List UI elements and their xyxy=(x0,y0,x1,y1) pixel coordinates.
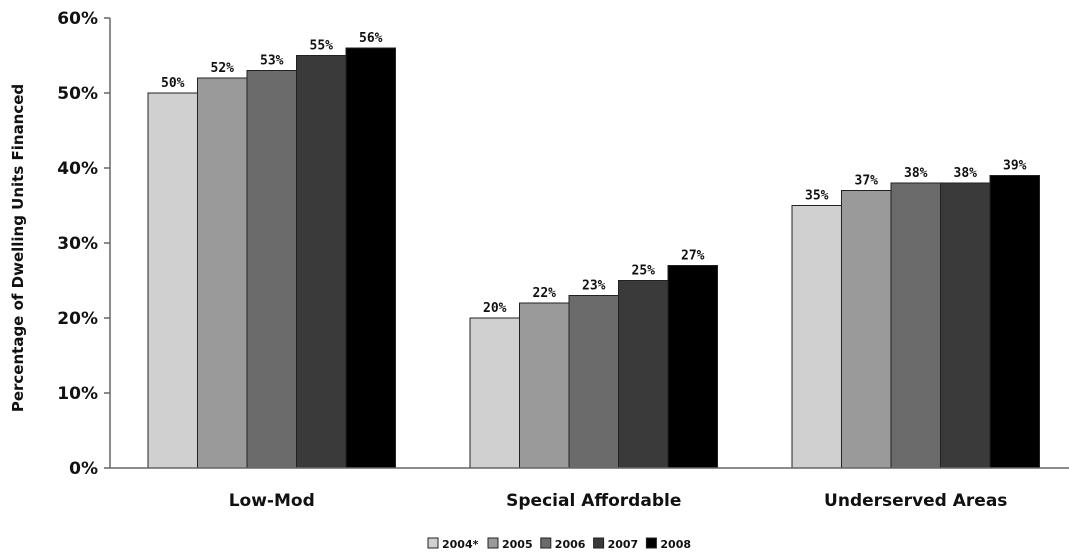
bar-2006-1 xyxy=(568,295,619,469)
legend-label: 2005 xyxy=(502,538,533,551)
data-labels: 50% 52% 53% 55% 56% 20% 22% 23% 25% 27% 35% 37% 38% 3… xyxy=(161,31,1027,316)
category-label: Special Affordable xyxy=(506,491,681,511)
bar-2004-2 xyxy=(791,205,842,469)
data-label: 38% xyxy=(904,166,928,181)
category-label: Underserved Areas xyxy=(824,491,1007,511)
y-tick-label: 10% xyxy=(57,384,98,404)
legend-label: 2006 xyxy=(555,538,586,551)
data-label: 22% xyxy=(533,286,557,301)
legend: 2004* 2005 2006 2007 2008 xyxy=(427,537,691,551)
bar-2008-2 xyxy=(989,175,1040,469)
data-label: 39% xyxy=(1003,159,1027,174)
bar-2008-0 xyxy=(345,47,396,469)
legend-swatch xyxy=(487,537,499,549)
data-label: 25% xyxy=(632,264,656,279)
bar-2007-0 xyxy=(296,55,347,469)
bar-2005-1 xyxy=(519,302,570,469)
data-label: 55% xyxy=(310,39,334,54)
legend-label: 2007 xyxy=(608,538,639,551)
y-axis: 0% 10% 20% 30% 40% 50% 60% xyxy=(57,9,110,479)
data-label: 27% xyxy=(681,249,705,264)
y-tick-label: 60% xyxy=(57,9,98,29)
data-label: 35% xyxy=(805,189,829,204)
y-axis-label: Percentage of Dwelling Units Financed xyxy=(9,84,27,412)
data-label: 23% xyxy=(582,279,606,294)
bar-2005-2 xyxy=(841,190,892,469)
bar-2007-2 xyxy=(940,182,991,469)
bar-2007-1 xyxy=(618,280,669,469)
bar-2006-2 xyxy=(890,182,941,469)
category-label: Low-Mod xyxy=(229,491,315,511)
y-tick-label: 30% xyxy=(57,234,98,254)
bar-2004-1 xyxy=(469,317,520,469)
data-label: 37% xyxy=(855,174,879,189)
data-label: 56% xyxy=(359,31,383,46)
x-axis: Low-Mod Special Affordable Underserved Are… xyxy=(229,491,1008,511)
legend-swatch xyxy=(540,537,552,549)
data-label: 53% xyxy=(260,54,284,69)
data-label: 20% xyxy=(483,301,507,316)
bar-2005-0 xyxy=(197,77,248,469)
y-tick-label: 40% xyxy=(57,159,98,179)
legend-label: 2004* xyxy=(442,538,479,551)
bar-2006-0 xyxy=(246,70,297,469)
bar-2004-0 xyxy=(147,92,198,469)
legend-swatch xyxy=(427,537,439,549)
legend-swatch xyxy=(593,537,605,549)
legend-swatch xyxy=(645,537,657,549)
y-tick-label: 0% xyxy=(69,459,98,479)
y-tick-label: 20% xyxy=(57,309,98,329)
data-label: 52% xyxy=(211,61,235,76)
data-label: 38% xyxy=(954,166,978,181)
bar-2008-1 xyxy=(667,265,718,469)
data-label: 50% xyxy=(161,76,185,91)
legend-label: 2008 xyxy=(660,538,691,551)
bars xyxy=(147,47,1040,469)
y-tick-label: 50% xyxy=(57,84,98,104)
